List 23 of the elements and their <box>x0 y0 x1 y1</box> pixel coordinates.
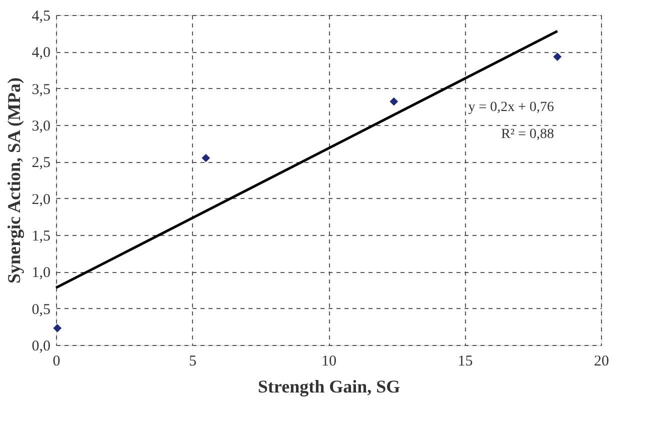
y-axis-title: Synergic Action, SA (MPa) <box>4 78 24 284</box>
y-tick-label: 4,0 <box>32 45 50 62</box>
x-axis-title: Strength Gain, SG <box>258 376 400 396</box>
y-tick-label: 1,0 <box>32 265 50 282</box>
y-tick-label: 3,5 <box>32 82 50 98</box>
x-tick-label: 10 <box>322 354 336 370</box>
y-tick-label: 0,5 <box>32 302 50 318</box>
y-tick-label: 3,0 <box>32 118 50 134</box>
annotation: R² = 0,88 <box>501 127 554 142</box>
annotation: y = 0,2x + 0,76 <box>468 100 554 115</box>
x-tick-label: 20 <box>594 354 609 370</box>
y-tick-label: 2,0 <box>32 192 50 208</box>
point <box>53 324 62 332</box>
point <box>553 52 562 61</box>
point <box>390 97 398 106</box>
y-tick-label: 0,0 <box>32 338 50 354</box>
y-tick-label: 4,5 <box>32 8 50 24</box>
x-tick-label: 0 <box>52 354 60 370</box>
y-tick-label: 2,5 <box>32 155 50 172</box>
point <box>202 154 210 162</box>
x-tick-label: 5 <box>189 354 196 370</box>
x-tick-label: 15 <box>458 354 473 370</box>
y-tick-label: 1,5 <box>32 228 50 244</box>
